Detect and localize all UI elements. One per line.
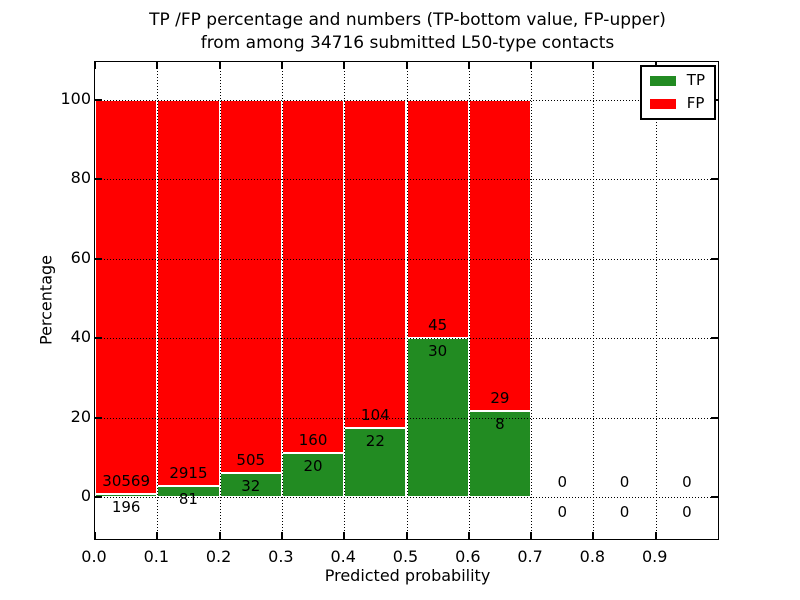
y-tick-mark [95, 416, 102, 419]
legend-label-fp: FP [686, 94, 705, 112]
fp-count-label: 505 [236, 451, 266, 470]
bar-tp [406, 338, 469, 497]
x-tick-mark-top [592, 62, 595, 69]
x-tick-mark [530, 532, 533, 539]
bar-fp [406, 100, 469, 339]
y-tick-mark-right [711, 337, 718, 340]
bar-fp [281, 100, 345, 453]
x-tick-label: 0.3 [268, 547, 294, 566]
fp-count-label: 0 [619, 473, 630, 491]
x-tick-mark [156, 532, 159, 539]
tp-count-label: 32 [241, 477, 261, 496]
x-tick-mark [467, 532, 470, 539]
fp-count-label: 30569 [102, 472, 150, 491]
y-tick-mark [95, 337, 102, 340]
tp-count-label: 0 [682, 503, 692, 521]
y-tick-mark-right [711, 496, 718, 498]
fp-count-label: 2915 [169, 464, 208, 483]
x-axis-label: Predicted probability [324, 566, 491, 585]
fp-count-label: 45 [428, 316, 448, 335]
x-tick-mark [405, 532, 408, 539]
bar-fp [95, 100, 158, 495]
legend-label-tp: TP [686, 71, 705, 89]
x-tick-mark-top [94, 62, 96, 69]
bar-fp [219, 100, 282, 474]
x-tick-label: 0.9 [641, 547, 668, 566]
x-tick-label: 0.6 [455, 547, 481, 566]
x-tick-mark-top [218, 62, 221, 69]
x-tick-mark [654, 532, 657, 539]
bar-fp [468, 100, 532, 412]
y-tick-label: 100 [60, 89, 91, 108]
x-tick-mark [218, 532, 221, 539]
y-tick-mark-right [711, 178, 718, 181]
tp-count-label: 196 [111, 498, 141, 517]
x-tick-mark [280, 532, 283, 539]
x-tick-label: 0.5 [392, 547, 419, 566]
tp-count-label: 20 [303, 456, 323, 475]
fp-count-label: 160 [298, 430, 328, 449]
bar-tp [344, 427, 407, 497]
tp-color-swatch [649, 75, 676, 86]
legend-item-fp: FP [649, 94, 705, 112]
fp-count-label: 0 [557, 473, 568, 491]
bar-fp [344, 100, 407, 428]
y-tick-label: 40 [70, 327, 91, 347]
x-tick-mark [94, 532, 96, 539]
x-tick-label: 0.4 [330, 547, 356, 566]
x-tick-mark-top [343, 62, 346, 69]
fp-count-label: 0 [682, 473, 692, 491]
fp-color-swatch [649, 98, 676, 109]
y-tick-mark [95, 257, 102, 260]
chart-title-line1: TP /FP percentage and numbers (TP-bottom… [149, 10, 666, 30]
x-tick-mark-top [156, 62, 159, 69]
tp-count-label: 81 [178, 490, 198, 509]
bar-fp [157, 100, 220, 487]
x-tick-label: 0.8 [579, 547, 606, 566]
x-tick-mark [343, 532, 346, 539]
y-tick-mark-right [711, 257, 718, 260]
y-tick-mark-right [711, 416, 718, 419]
tp-count-label: 0 [557, 503, 568, 521]
y-tick-mark [95, 99, 102, 101]
y-tick-mark [95, 496, 102, 498]
x-tick-label: 0.1 [143, 547, 170, 566]
tp-count-label: 8 [495, 415, 505, 434]
tp-count-label: 0 [619, 503, 630, 521]
legend-item-tp: TP [649, 71, 705, 89]
plot-area: TP FP 30569 196 2915 81 505 32 160 20 104 22 45 30 2… [94, 61, 719, 540]
x-tick-label: 0.2 [205, 547, 232, 566]
y-tick-label: 20 [70, 406, 91, 426]
tp-count-label: 30 [428, 342, 448, 361]
chart-title-line2: from among 34716 submitted L50-type cont… [200, 33, 615, 53]
legend: TP FP [639, 65, 716, 120]
chart-title: TP /FP percentage and numbers (TP-bottom… [94, 9, 721, 55]
x-tick-mark-top [405, 62, 408, 69]
y-tick-mark [95, 178, 102, 181]
x-gridline [531, 62, 533, 539]
x-tick-label: 0.7 [517, 547, 543, 566]
x-gridline [593, 62, 595, 539]
x-gridline [655, 62, 657, 539]
fp-count-label: 104 [361, 405, 390, 424]
x-tick-label: 0.0 [81, 547, 107, 566]
bar-tp [281, 452, 345, 497]
y-tick-label: 60 [70, 247, 91, 267]
x-tick-mark [592, 532, 595, 539]
bar-tp [95, 494, 158, 497]
x-tick-mark-top [280, 62, 283, 69]
fp-count-label: 29 [490, 389, 510, 408]
x-tick-mark-top [467, 62, 470, 69]
x-tick-mark-top [530, 62, 533, 69]
y-tick-label: 0 [80, 486, 91, 505]
tp-count-label: 22 [365, 431, 385, 450]
y-tick-label: 80 [70, 168, 91, 188]
